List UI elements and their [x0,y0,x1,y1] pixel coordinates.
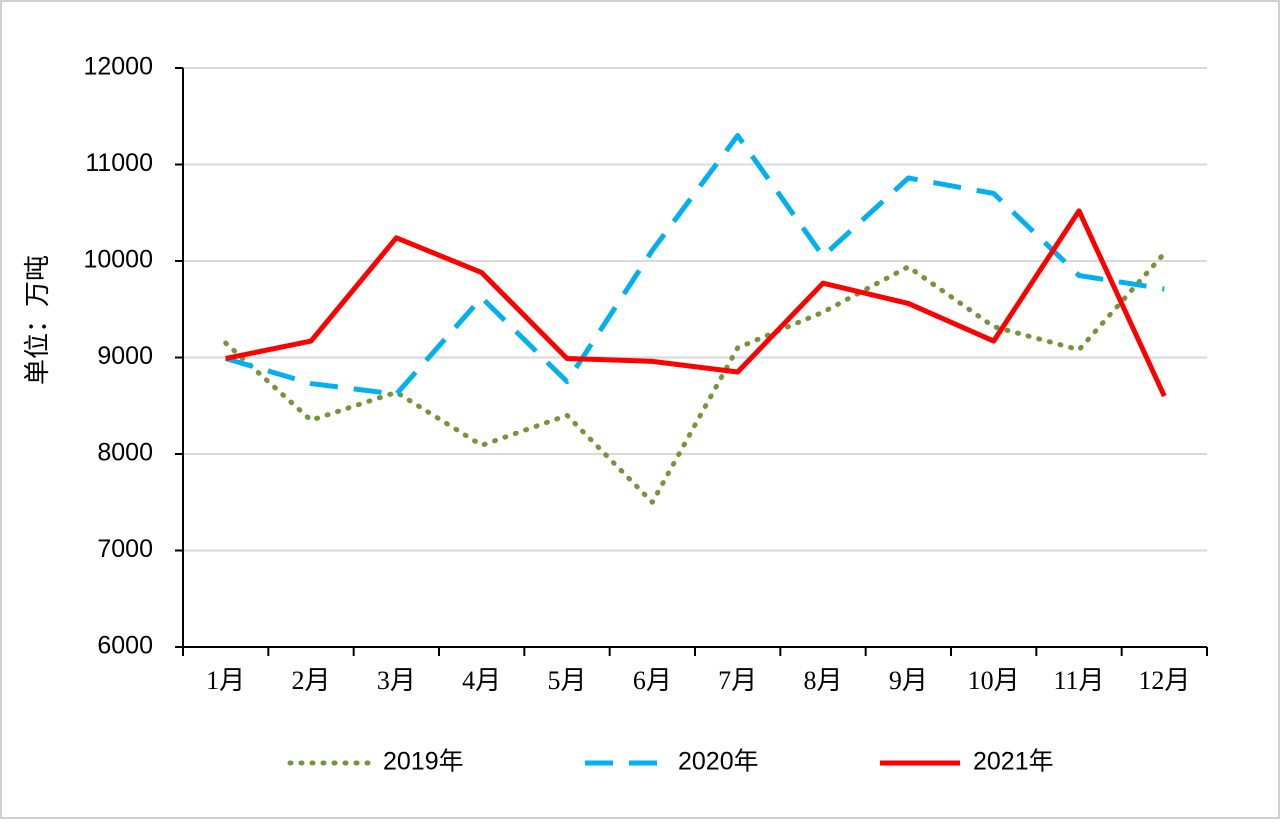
series-line [225,208,1167,398]
x-tick-label: 3月 [377,666,416,695]
y-axis-label: 单位：万吨 [23,255,52,385]
y-tick-label: 9000 [97,342,153,370]
x-tick-label: 9月 [889,666,928,695]
x-tick-label: 10月 [968,666,1020,695]
y-tick-label: 12000 [83,53,153,81]
series-line [223,250,1167,505]
y-tick-label: 6000 [97,632,153,660]
x-tick-label: 1月 [206,666,245,695]
y-tick-label: 11000 [85,149,153,177]
x-tick-label: 11月 [1053,666,1104,695]
x-tick-label: 6月 [633,666,672,695]
y-tick-label: 8000 [97,439,153,467]
x-tick-label: 2月 [291,666,330,695]
x-tick-label: 7月 [718,666,757,695]
x-tick-label: 8月 [803,666,842,695]
x-tick-label: 12月 [1138,666,1190,695]
x-tick-label: 4月 [462,666,501,695]
y-tick-label: 10000 [83,246,153,274]
x-tick-label: 5月 [547,666,586,695]
legend-label: 2020年 [678,748,759,776]
legend-label: 2019年 [383,748,464,776]
y-tick-label: 7000 [97,535,153,563]
legend-label: 2021年 [973,748,1054,776]
